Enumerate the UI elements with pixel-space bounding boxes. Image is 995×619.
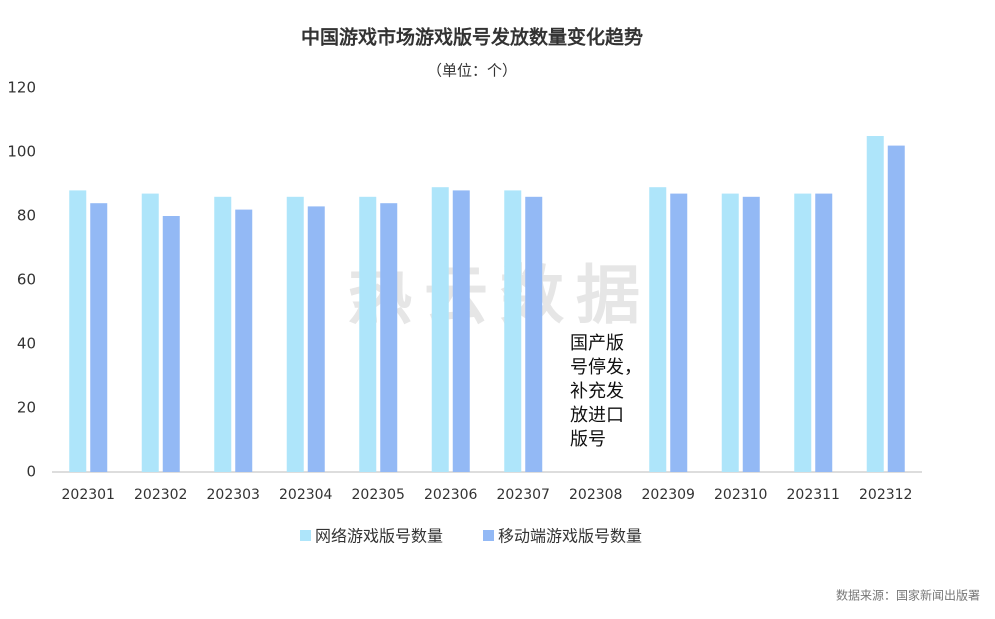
- bar: [380, 203, 398, 472]
- x-tick-label: 202306: [424, 487, 478, 503]
- y-tick-label: 40: [17, 335, 36, 353]
- y-tick-label: 80: [17, 207, 36, 225]
- bar: [721, 193, 739, 472]
- annotation: 号停发，: [570, 357, 642, 378]
- x-tick-label: 202309: [642, 487, 695, 503]
- bar: [141, 193, 159, 472]
- annotation: 放进口: [570, 405, 624, 426]
- bar: [866, 136, 884, 472]
- bar: [504, 190, 522, 472]
- x-tick-label: 202308: [569, 487, 622, 503]
- x-tick-label: 202303: [207, 487, 260, 503]
- legend-label: 移动端游戏版号数量: [498, 527, 642, 546]
- bar: [452, 190, 470, 472]
- bar: [794, 193, 812, 472]
- chart-subtitle: （单位：个）: [427, 62, 517, 80]
- bar: [887, 145, 905, 472]
- x-tick-label: 202305: [352, 487, 405, 503]
- y-tick-label: 20: [17, 399, 36, 417]
- source-note: 数据来源：国家新闻出版署: [836, 588, 980, 603]
- x-tick-label: 202310: [714, 487, 767, 503]
- y-tick-label: 120: [7, 79, 36, 97]
- legend-label: 网络游戏版号数量: [315, 527, 443, 546]
- x-tick-label: 202304: [279, 487, 333, 503]
- legend-swatch: [300, 530, 311, 541]
- bar: [649, 187, 667, 472]
- annotation: 版号: [570, 429, 606, 450]
- bar: [815, 193, 833, 472]
- y-tick-label: 0: [26, 463, 36, 481]
- bar: [431, 187, 449, 472]
- y-tick-label: 60: [17, 271, 36, 289]
- x-tick-label: 202311: [787, 487, 840, 503]
- bar: [214, 196, 232, 473]
- bar: [235, 209, 253, 472]
- chart-title: 中国游戏市场游戏版号发放数量变化趋势: [301, 26, 643, 49]
- annotation: 补充发: [570, 381, 624, 402]
- legend-swatch: [483, 530, 494, 541]
- bar: [525, 196, 543, 473]
- bar: [286, 196, 304, 473]
- bar: [670, 193, 688, 472]
- x-tick-label: 202307: [497, 487, 550, 503]
- bar: [90, 203, 108, 472]
- y-tick-label: 100: [7, 143, 36, 161]
- bar: [742, 196, 760, 473]
- x-tick-label: 202312: [859, 487, 912, 503]
- x-tick-label: 202301: [62, 487, 115, 503]
- bar: [162, 216, 180, 472]
- annotation: 国产版: [570, 333, 624, 354]
- bar: [307, 206, 325, 472]
- x-tick-label: 202302: [134, 487, 187, 503]
- bar: [359, 196, 377, 473]
- bar: [69, 190, 87, 472]
